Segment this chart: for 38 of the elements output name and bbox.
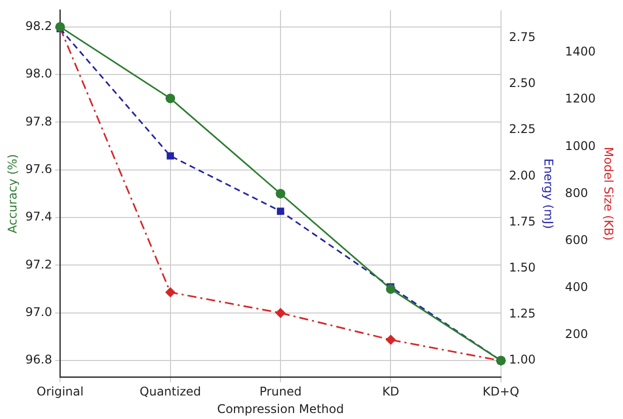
x-tick-label: KD bbox=[382, 384, 400, 399]
y2-tick-label: 1.25 bbox=[508, 306, 536, 321]
point bbox=[166, 287, 176, 298]
y3-tick-label: 600 bbox=[565, 232, 588, 247]
y3-tick-label: 1200 bbox=[565, 92, 596, 106]
y2-tick-label: 1.75 bbox=[508, 214, 536, 228]
x-tick-label: Quantized bbox=[140, 384, 202, 399]
x-axis-title: Compression Method bbox=[217, 402, 344, 416]
y2-tick-label: 2.25 bbox=[508, 122, 536, 136]
point bbox=[386, 334, 396, 345]
y2-tick-label: 2.50 bbox=[508, 76, 536, 90]
x-tick-label: Pruned bbox=[259, 384, 302, 399]
point bbox=[276, 188, 286, 198]
y3-tick-label: 1400 bbox=[565, 44, 596, 59]
y-tick-label: 98.2 bbox=[25, 19, 52, 34]
y2-tick-label: 1.00 bbox=[508, 352, 536, 367]
y2-tick-label: 2.75 bbox=[508, 30, 536, 44]
y2-tick-label: 2.00 bbox=[508, 168, 536, 182]
y2-tick-label: 1.50 bbox=[508, 260, 536, 275]
y-tick-label: 97.2 bbox=[25, 257, 52, 272]
y3-tick-label: 800 bbox=[565, 186, 588, 200]
y-tick-label: 96.8 bbox=[25, 352, 52, 367]
y-axis-title: Accuracy (%) bbox=[5, 154, 20, 234]
y-tick-label: 97.0 bbox=[25, 304, 52, 319]
y3-tick-label: 200 bbox=[565, 326, 588, 341]
y3-tick-label: 1000 bbox=[565, 138, 596, 153]
y-tick-label: 98.0 bbox=[25, 66, 52, 81]
y3-tick-label: 400 bbox=[565, 280, 588, 294]
point bbox=[276, 308, 286, 318]
point bbox=[166, 94, 176, 104]
y-tick-label: 97.6 bbox=[25, 162, 52, 176]
point bbox=[386, 284, 396, 294]
x-tick-label: Original bbox=[36, 384, 84, 399]
y-tick-label: 97.8 bbox=[25, 114, 52, 128]
y-tick-label: 97.4 bbox=[25, 210, 52, 224]
x-tick-label: KD+Q bbox=[482, 384, 520, 399]
y3-axis-title: Model Size (KB) bbox=[602, 146, 616, 241]
y2-axis-title: Energy (mJ) bbox=[542, 158, 556, 229]
